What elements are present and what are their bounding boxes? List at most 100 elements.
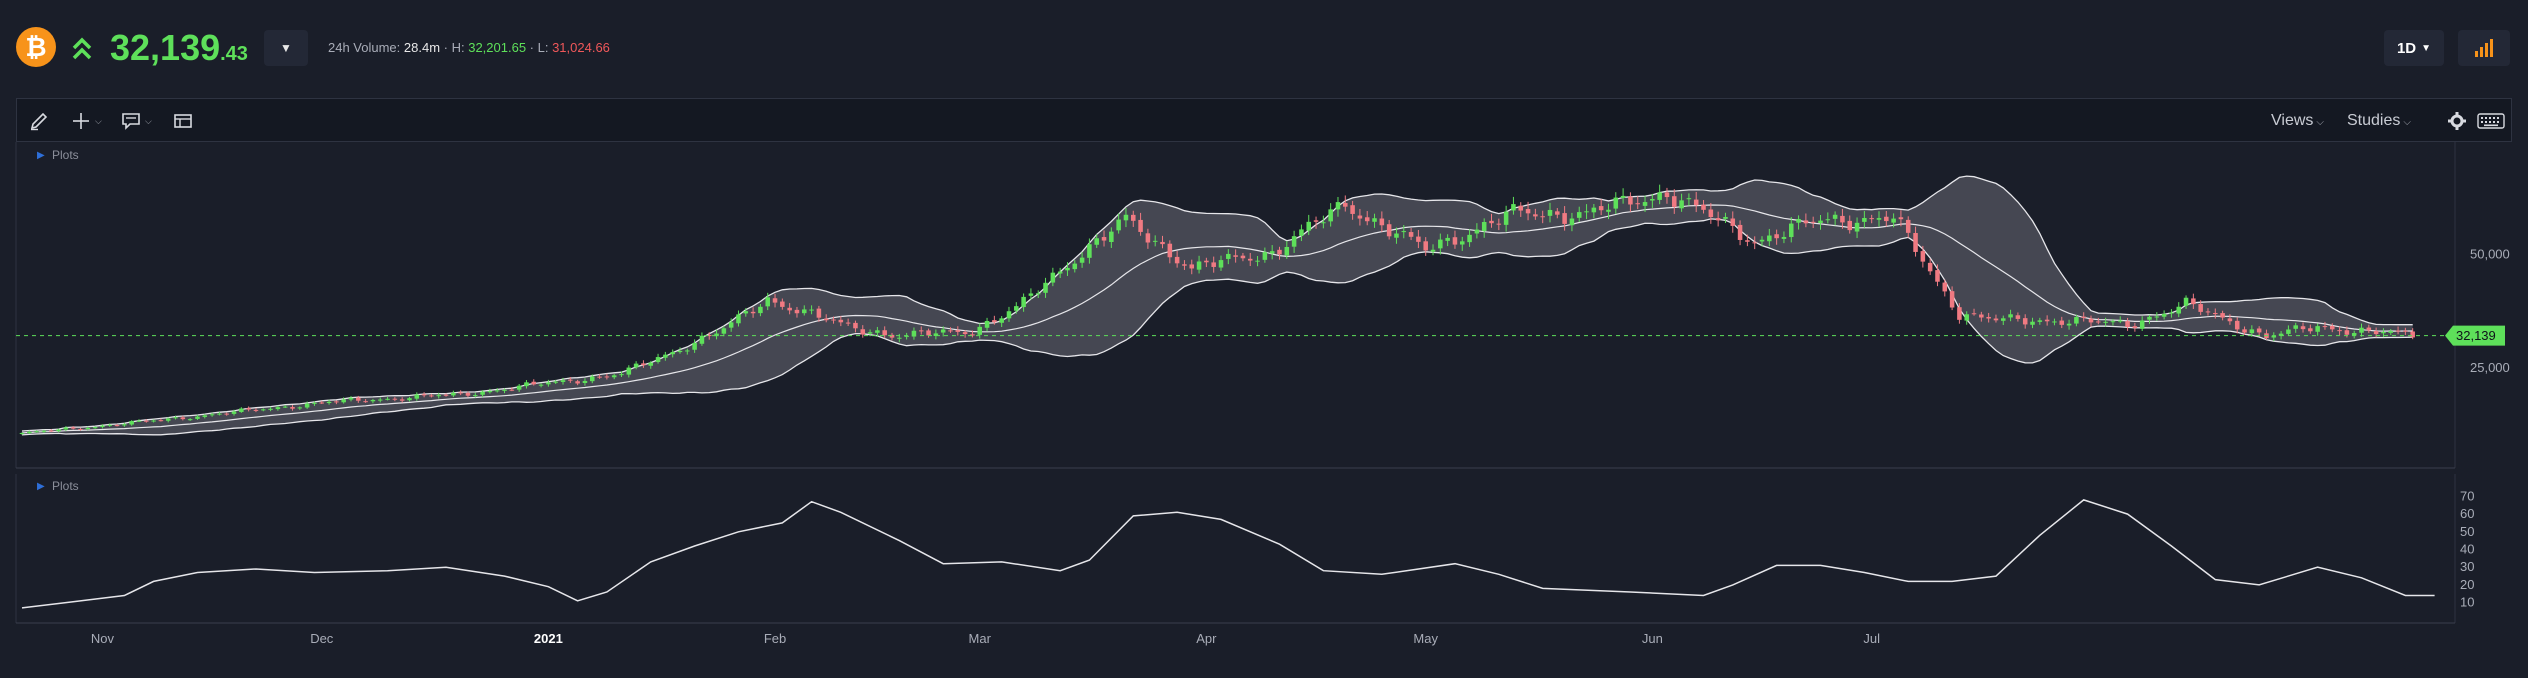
annotation-tool-button[interactable]: ⌵ [121, 109, 152, 133]
views-menu-button[interactable]: Views ⌵ [2271, 112, 2324, 130]
candle [2052, 318, 2057, 326]
candle-body [1306, 221, 1311, 231]
candle-body [385, 398, 390, 400]
candle-body [1014, 306, 1019, 311]
candle-body [2022, 318, 2028, 325]
candle-body [1767, 235, 1772, 242]
candle-body [1160, 241, 1165, 245]
candle-body [129, 421, 134, 425]
plots-expand-icon[interactable]: ▶ [37, 150, 45, 161]
candle [1759, 236, 1765, 247]
candle [1094, 234, 1099, 248]
candle [1430, 244, 1436, 256]
candle [1313, 216, 1319, 229]
candle-body [282, 406, 288, 408]
x-tick-label: Apr [1196, 631, 1217, 646]
candle [1650, 193, 1655, 208]
candle-body [2234, 320, 2240, 330]
candle-body [1035, 293, 1041, 295]
plots-expand-icon[interactable]: ▶ [37, 481, 45, 492]
crosshair-tool-button[interactable]: ⌵ [71, 109, 102, 133]
candle [663, 351, 668, 361]
double-chevron-up-icon [72, 37, 92, 60]
candle-body [1913, 233, 1918, 252]
candle [1379, 211, 1385, 232]
candle [399, 397, 405, 403]
layout-tool-button[interactable] [173, 109, 193, 133]
candle-body [1752, 242, 1757, 244]
candle-body [1598, 206, 1604, 211]
candle [1423, 237, 1428, 256]
candle-body [940, 329, 946, 333]
interval-dropdown-button[interactable]: 1D ▼ [2384, 30, 2444, 66]
keyboard-shortcuts-button[interactable] [2477, 109, 2505, 133]
candle [1189, 259, 1195, 275]
settings-button[interactable] [2447, 109, 2467, 133]
candle-body [1810, 221, 1816, 223]
candle [1803, 213, 1809, 228]
candle [823, 314, 829, 323]
candle-body [1467, 234, 1472, 243]
candle-body [180, 417, 186, 420]
candle-body [1021, 296, 1026, 308]
candle [1971, 308, 1977, 316]
candle-body [1723, 216, 1728, 219]
candle-body [2117, 320, 2123, 322]
candle-body [670, 352, 675, 355]
indicator-plots-legend[interactable]: Plots [52, 479, 79, 493]
current-price-tag-background [2445, 325, 2505, 346]
candle-body [1138, 219, 1143, 232]
candle [904, 332, 909, 340]
candle-body [736, 314, 741, 324]
candle [1467, 229, 1472, 247]
candle [2169, 309, 2174, 318]
candle [282, 404, 288, 409]
candle [633, 361, 639, 370]
candle-body [531, 381, 537, 385]
candle [2388, 329, 2394, 336]
candle-body [1343, 202, 1348, 207]
candle [2395, 326, 2401, 335]
candle-body [2337, 330, 2342, 332]
candle [1796, 215, 1801, 230]
candle-body [1204, 260, 1209, 263]
candle-body [2147, 316, 2152, 320]
candle [2183, 295, 2189, 310]
candle [721, 326, 727, 337]
candle-body [2081, 316, 2086, 318]
candle [1693, 191, 1699, 213]
candle [940, 326, 946, 337]
signal-strength-button[interactable] [2458, 30, 2510, 66]
candle-body [1818, 220, 1823, 224]
candle [1825, 212, 1831, 224]
candle-body [553, 381, 558, 383]
candle [1350, 200, 1355, 220]
candle [1957, 303, 1962, 324]
candle [297, 406, 303, 410]
candle-body [1496, 223, 1502, 225]
candle-body [1277, 249, 1282, 255]
candle-body [2052, 321, 2057, 323]
main-plots-legend[interactable]: Plots [52, 148, 79, 162]
indicator-pane: ▶ Plots 70 60 50 40 30 20 10 [15, 474, 2474, 624]
candle [253, 408, 259, 413]
candle-body [246, 408, 251, 410]
candle [1496, 218, 1502, 231]
candle [341, 397, 346, 404]
candle [2337, 326, 2342, 336]
main-price-pane: 32,139 ▶ Plots 50,000 25,000 [15, 142, 2510, 469]
candle-body [1686, 198, 1692, 200]
candle-body [217, 413, 222, 415]
candle-body [2227, 318, 2233, 322]
candle [706, 332, 712, 340]
studies-menu-button[interactable]: Studies ⌵ [2347, 112, 2411, 130]
candle [2198, 300, 2203, 316]
candle-body [2088, 318, 2094, 323]
candle [1986, 312, 1991, 323]
candle [918, 326, 924, 335]
candle [187, 418, 193, 421]
candle-body [1291, 236, 1297, 247]
candle-body [633, 363, 639, 368]
symbol-dropdown-button[interactable]: ▼ [264, 30, 308, 66]
draw-tool-button[interactable] [29, 109, 49, 133]
